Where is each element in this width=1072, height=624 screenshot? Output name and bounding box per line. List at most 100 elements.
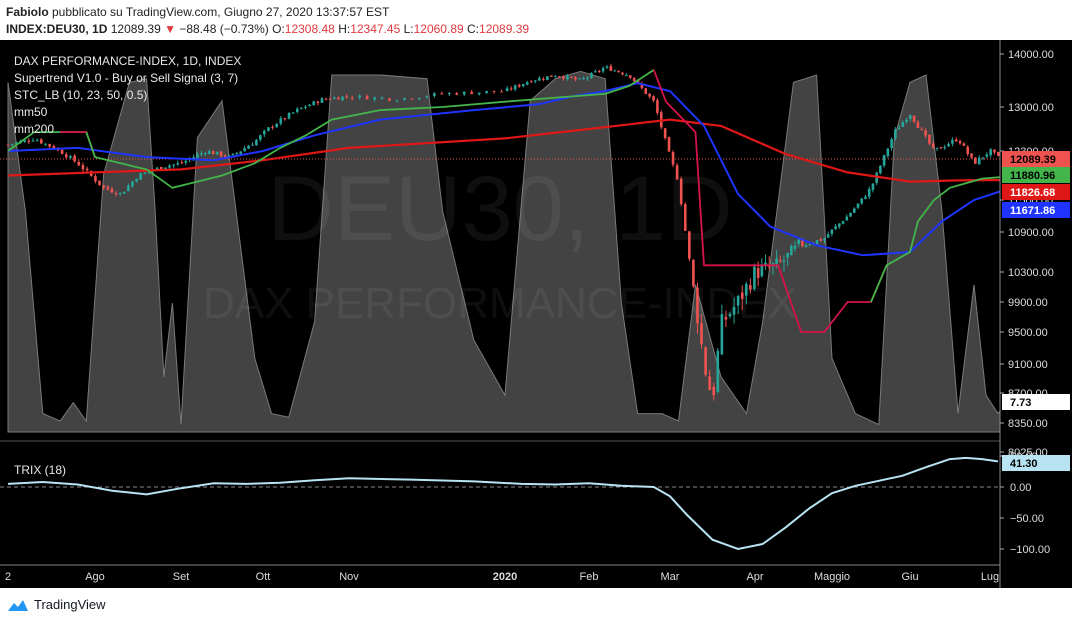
high-label: H: [338,22,351,36]
candle-body [815,240,819,244]
candle-body [801,239,804,247]
tradingview-brand: TradingView [34,597,106,612]
candle-body [122,191,126,194]
publish-info: Fabiolo pubblicato su TradingView.com, G… [6,5,389,19]
candle-body [73,155,76,162]
legend-supertrend[interactable]: Supertrend V1.0 - Buy or Sell Signal (3,… [14,71,238,85]
price-axis-bg [1000,40,1072,588]
candle-body [894,129,897,139]
candle-body [247,146,250,149]
chart-area[interactable]: DEU30, 1D DAX PERFORMANCE-INDEX 14000.00… [0,40,1072,588]
candle-body [692,259,695,287]
close-label: C: [467,22,480,36]
candle-body [924,130,927,136]
candle-body [164,167,167,170]
symbol-label: INDEX:DEU30, 1D [6,22,108,36]
candle-body [966,146,970,154]
candle-body [223,155,227,157]
close-value: 12089.39 [479,22,530,36]
candle-body [425,96,429,98]
candle-body [834,226,837,230]
candle-body [403,97,406,100]
candle-body [617,70,620,73]
legend-trix[interactable]: TRIX (18) [14,463,66,477]
candle-body [350,97,354,99]
mm200-badge-bg [1002,184,1070,200]
candle-body [756,268,760,278]
tradingview-logo[interactable]: TradingView [6,597,106,612]
candle-body [566,75,569,80]
candle-body [974,157,977,164]
footer: TradingView [0,588,1072,624]
candle-body [819,239,823,241]
candle-body [433,93,436,97]
candle-body [388,98,391,101]
candle-body [704,347,707,375]
candle-body [962,143,966,146]
candle-body [98,180,101,185]
legend-mm200[interactable]: mm200 [14,122,54,136]
candle-body [732,307,736,315]
candle-body [901,122,905,127]
stc-badge: 7.73 [1010,397,1031,409]
candle-body [636,80,640,84]
candle-body [625,74,628,76]
candle-body [935,147,939,149]
tradingview-cloud-icon [8,599,28,611]
chart-svg[interactable]: DEU30, 1D DAX PERFORMANCE-INDEX 14000.00… [0,40,1072,588]
trix-tick-label: −50.00 [1010,513,1044,525]
candle-body [562,76,565,79]
author-name[interactable]: Fabiolo [6,5,49,19]
candle-body [440,93,444,95]
candle-body [259,135,262,140]
trix-tick-label: 0.00 [1010,482,1031,494]
price-tick-label: 10300.00 [1008,267,1054,279]
candle-body [110,188,114,193]
candle-body [48,143,51,147]
candle-body [44,143,47,145]
candle-body [517,84,521,87]
candle-body [505,88,509,92]
candle-body [920,128,924,130]
candle-body [204,153,207,155]
last-price-badge-bg [1002,151,1070,167]
mm50-badge: 11671.86 [1010,205,1055,217]
candle-body [720,314,724,355]
legend-mm50[interactable]: mm50 [14,105,48,119]
price-tick-label: 13000.00 [1008,102,1054,114]
time-tick-label: Lug [981,571,999,583]
candle-body [594,71,597,73]
candle-body [582,78,585,80]
candle-body [749,285,752,290]
time-tick-label: Feb [580,571,599,583]
candle-body [211,151,215,155]
trix-badge: 41.30 [1010,458,1038,470]
candle-body [640,83,644,89]
legend-stc[interactable]: STC_LB (10, 23, 50, 0.5) [14,88,147,102]
candle-body [341,96,344,101]
candle-body [985,154,989,157]
candle-body [263,130,266,135]
candle-body [160,166,163,170]
trix-pane [7,456,999,551]
candle-body [542,78,545,80]
candle-body [94,176,97,182]
candle-body [196,154,199,158]
candle-body [570,76,573,78]
candle-body [683,204,687,231]
time-tick-label: Nov [339,571,359,583]
price-tick-label: 10900.00 [1008,227,1054,239]
price-axis: 14000.0013000.0012300.0011500.0010900.00… [999,40,1072,588]
high-value: 12347.45 [350,22,401,36]
candle-body [550,75,553,77]
legend: DAX PERFORMANCE-INDEX, 1D, INDEX Supertr… [14,54,241,477]
candle-body [56,149,60,151]
trix-tick-label: −100.00 [1010,544,1050,556]
candle-body [358,95,361,98]
candle-body [958,141,962,144]
candle-body [753,266,756,289]
candle-body [492,90,496,92]
candle-body [905,119,908,123]
candle-body [728,313,732,317]
candle-body [308,104,311,107]
